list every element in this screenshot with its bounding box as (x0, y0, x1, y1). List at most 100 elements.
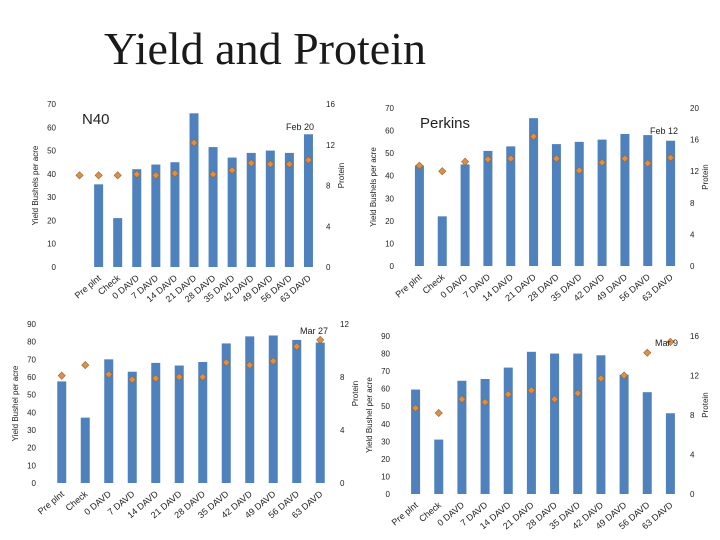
protein-marker (598, 158, 607, 167)
y-tick-label: 0 (52, 263, 57, 272)
y2-tick-label: 4 (340, 426, 345, 435)
protein-marker (461, 157, 470, 166)
y2-axis-label: Protein (337, 163, 346, 188)
yield-bar (315, 342, 325, 483)
protein-marker (457, 395, 466, 404)
y-tick-label: 60 (27, 373, 36, 382)
yield-bar (411, 389, 421, 494)
protein-marker (247, 159, 256, 168)
y2-axis-label: Protein (351, 381, 360, 406)
yield-bar (198, 361, 208, 483)
y2-tick-label: 4 (690, 451, 695, 460)
protein-marker (434, 409, 443, 418)
protein-marker (266, 160, 275, 169)
y2-tick-label: 12 (326, 141, 335, 150)
protein-marker (170, 169, 179, 178)
yield-bar (665, 413, 675, 494)
y-tick-label: 80 (27, 338, 36, 347)
page-title: Yield and Protein (104, 23, 426, 74)
x-tick-label: Pre plnt (394, 272, 425, 300)
yield-bar (434, 439, 444, 494)
protein-marker (269, 357, 278, 366)
yield-bar (80, 417, 90, 483)
protein-marker (128, 375, 137, 384)
yield-bar (151, 164, 161, 267)
protein-marker (304, 156, 313, 165)
x-tick-label: Pre plnt (390, 500, 421, 528)
y-axis-label: Yield Bushels per acre (31, 145, 40, 225)
yield-bar (265, 150, 275, 267)
protein-marker (292, 342, 301, 351)
yield-bar (245, 336, 255, 483)
protein-marker (228, 166, 237, 175)
y2-axis-label: Protein (701, 164, 710, 189)
y2-tick-label: 16 (690, 332, 699, 341)
y-tick-label: 60 (381, 385, 390, 394)
protein-marker (411, 404, 420, 413)
y-tick-label: 10 (381, 472, 390, 481)
protein-marker (527, 386, 536, 395)
yield-bar (104, 359, 114, 483)
protein-marker (620, 371, 629, 380)
y-axis-label: Yield Bushel per acre (11, 365, 20, 441)
protein-marker (132, 170, 141, 179)
chart-mar27: 0 10 20 30 40 50 60 70 80 90 0 4 8 12 Yield Bushel per… (11, 320, 360, 520)
y2-tick-label: 0 (326, 263, 331, 272)
protein-marker (483, 155, 492, 164)
chart-mar9: 0 10 20 30 40 50 60 70 80 90 0 4 8 12 16 Yield Bushel p… (365, 332, 710, 531)
y2-tick-label: 12 (340, 320, 349, 329)
y-tick-label: 20 (385, 217, 394, 226)
chart-title: Perkins (420, 115, 470, 132)
y2-tick-label: 8 (690, 411, 695, 420)
y-tick-label: 0 (32, 479, 37, 488)
yield-bar (94, 184, 104, 267)
y-axis-label: Yield Bushels per acre (369, 147, 378, 227)
protein-marker (506, 154, 515, 163)
y2-tick-label: 8 (326, 182, 331, 191)
y-tick-label: 60 (385, 127, 394, 136)
y-tick-label: 70 (385, 104, 394, 113)
yield-bar (643, 135, 653, 266)
y-axis-label: Yield Bushel per acre (365, 377, 374, 453)
protein-marker (643, 348, 652, 357)
date-label: Mar 9 (655, 338, 678, 348)
yield-bar (506, 146, 516, 266)
yield-bar (666, 140, 676, 266)
protein-marker (620, 154, 629, 163)
y-tick-label: 50 (381, 402, 390, 411)
yield-bar (480, 379, 490, 494)
chart-n40: 0 10 20 30 40 50 60 70 0 4 8 12 16 Yield Bushels per … (31, 100, 346, 304)
protein-marker (209, 170, 218, 179)
y-tick-label: 20 (27, 444, 36, 453)
protein-marker (504, 390, 513, 399)
protein-marker (550, 395, 559, 404)
y-tick-label: 20 (381, 455, 390, 464)
yield-bar (550, 353, 560, 494)
y2-tick-label: 16 (690, 136, 699, 145)
y-tick-label: 40 (381, 420, 390, 429)
yield-bar (268, 335, 278, 483)
y-tick-label: 70 (381, 367, 390, 376)
y2-tick-label: 12 (690, 167, 699, 176)
y-tick-label: 90 (27, 320, 36, 329)
protein-marker (175, 372, 184, 382)
yield-bar (414, 165, 424, 266)
protein-marker (573, 389, 582, 398)
protein-marker (666, 337, 675, 346)
protein-marker (104, 370, 113, 379)
yield-bar (642, 392, 652, 494)
yield-bar (227, 157, 237, 267)
y2-tick-label: 4 (326, 222, 331, 231)
yield-bar (113, 218, 123, 267)
y2-tick-label: 8 (340, 373, 345, 382)
yield-bar (170, 162, 180, 267)
y2-tick-label: 0 (690, 490, 695, 499)
y-tick-label: 50 (385, 149, 394, 158)
yield-bar (151, 362, 161, 483)
y-tick-label: 50 (47, 147, 56, 156)
protein-marker (75, 171, 84, 180)
y2-tick-label: 12 (690, 372, 699, 381)
yield-bar (620, 133, 630, 266)
protein-marker (415, 161, 424, 170)
yield-bar (246, 152, 256, 267)
